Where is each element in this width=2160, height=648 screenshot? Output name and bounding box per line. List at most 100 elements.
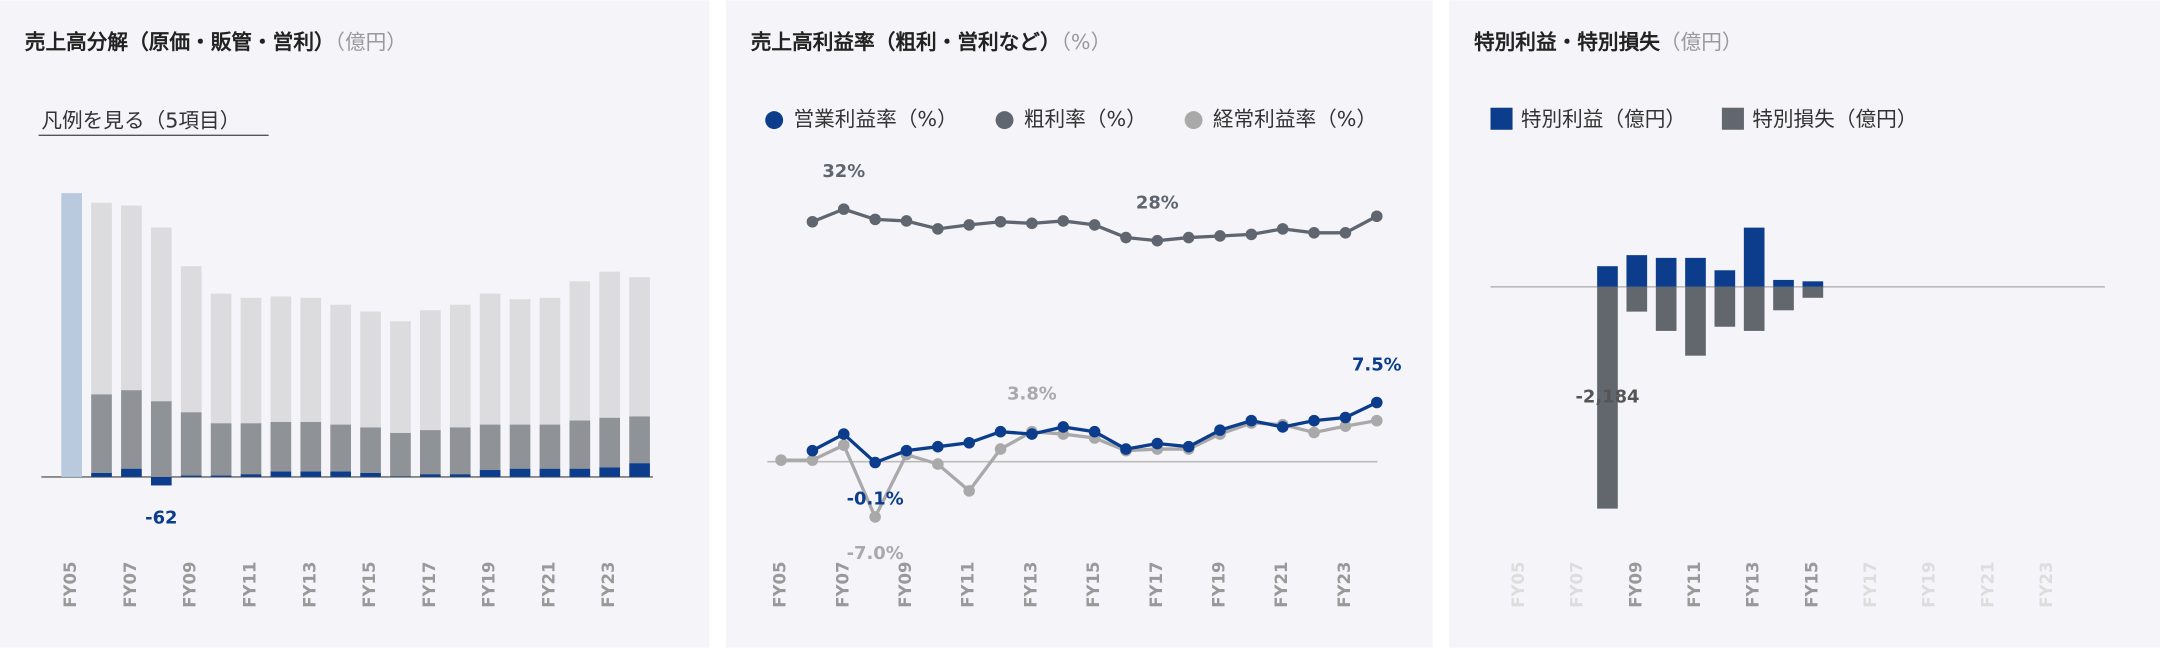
- x-tick-label: FY09: [896, 562, 915, 608]
- point: [1182, 231, 1195, 244]
- chart-title: 特別利益・特別損失（億円）: [1474, 30, 1743, 54]
- bar: [1743, 227, 1765, 287]
- point: [1182, 440, 1195, 453]
- bar: [270, 471, 292, 477]
- bar: [599, 417, 621, 468]
- bar: [270, 421, 292, 472]
- bar: [569, 281, 591, 421]
- bar: [240, 297, 262, 424]
- bar: [240, 423, 262, 475]
- point: [869, 456, 881, 469]
- bar: [300, 421, 322, 472]
- bar: [539, 468, 561, 477]
- x-tick-label: FY11: [240, 562, 259, 608]
- legend-toggle[interactable]: 凡例を見る（5項目）: [41, 109, 240, 133]
- panel: [0, 0, 710, 648]
- bar: [1626, 286, 1648, 312]
- point: [1276, 421, 1289, 433]
- bar: [420, 430, 441, 475]
- x-tick-label: FY15: [1802, 562, 1821, 608]
- x-tick-label: FY13: [1021, 562, 1040, 608]
- bar: [1597, 266, 1618, 287]
- bar: [1626, 255, 1648, 287]
- bar: [569, 420, 591, 469]
- chart-title: 売上高分解（原価・販管・営利）（億円）: [25, 30, 407, 54]
- point: [1339, 411, 1352, 424]
- point: [837, 439, 850, 451]
- chart-unit: （億円）: [335, 30, 407, 54]
- point: [1151, 437, 1164, 450]
- point: [1339, 227, 1352, 239]
- bar: [210, 293, 232, 424]
- bar: [180, 475, 202, 477]
- point: [994, 425, 1007, 438]
- panel: [725, 0, 1433, 648]
- bar: [539, 424, 561, 469]
- bar: [539, 297, 561, 425]
- x-tick-label: FY17: [1147, 562, 1166, 608]
- x-tick-label: FY09: [1626, 562, 1645, 608]
- legend-marker: [1721, 107, 1744, 130]
- bar: [91, 472, 112, 477]
- bar: [569, 468, 591, 477]
- bar: [1685, 257, 1706, 287]
- bar: [420, 474, 441, 477]
- point: [1120, 231, 1132, 244]
- legend: 営業利益率（%） 粗利率（%） 経常利益率（%）: [765, 107, 1377, 131]
- legend-label: 営業利益率（%）: [793, 107, 957, 131]
- x-tick-label: FY19: [480, 562, 499, 608]
- bar: [390, 321, 411, 433]
- x-tick-label: FY21: [1978, 562, 1997, 608]
- bar: [629, 416, 650, 464]
- x-tick-label: FY23: [1335, 562, 1354, 608]
- bar: [330, 304, 351, 425]
- point: [932, 440, 944, 453]
- x-tick-label: FY07: [1568, 562, 1587, 608]
- point: [900, 215, 913, 227]
- x-tick-label: FY07: [121, 562, 140, 608]
- point: [775, 454, 787, 466]
- point: [837, 428, 850, 440]
- legend-label: 粗利率（%）: [1024, 107, 1147, 131]
- bar: [629, 463, 650, 477]
- legend-marker: [1490, 107, 1513, 130]
- x-tick-label: FY15: [1084, 562, 1103, 608]
- point: [1370, 210, 1383, 223]
- x-tick-label: FY13: [300, 562, 319, 608]
- value-label: -62: [145, 508, 177, 529]
- bar: [1773, 286, 1794, 311]
- point: [1245, 228, 1258, 241]
- bar: [449, 427, 471, 475]
- x-tick-label: FY17: [1861, 562, 1880, 608]
- bar: [599, 271, 621, 418]
- value-label: 28%: [1136, 193, 1179, 214]
- bar: [1773, 279, 1794, 287]
- x-tick-label: FY07: [833, 562, 852, 608]
- point: [806, 215, 819, 228]
- point: [1088, 425, 1101, 438]
- bar: [300, 471, 322, 477]
- bar: [1802, 286, 1824, 298]
- value-label: -7.0%: [847, 543, 904, 564]
- point: [1057, 421, 1070, 433]
- bar: [360, 427, 381, 473]
- value-label: 3.8%: [1007, 384, 1057, 405]
- point: [1339, 420, 1352, 432]
- bar: [479, 424, 501, 471]
- point: [963, 485, 975, 497]
- x-tick-label: FY05: [61, 562, 80, 608]
- point: [1151, 234, 1164, 247]
- point: [869, 511, 881, 523]
- bar: [180, 412, 202, 476]
- point: [963, 436, 975, 449]
- x-tick-label: FY23: [2037, 562, 2056, 608]
- point: [1308, 227, 1320, 239]
- bar: [420, 310, 441, 431]
- bar: [449, 474, 471, 477]
- point: [1214, 424, 1226, 436]
- bar: [121, 468, 142, 477]
- value-label: -0.1%: [847, 489, 904, 510]
- bar: [1743, 286, 1765, 331]
- bar: [91, 202, 112, 395]
- x-tick-label: FY21: [1272, 562, 1291, 608]
